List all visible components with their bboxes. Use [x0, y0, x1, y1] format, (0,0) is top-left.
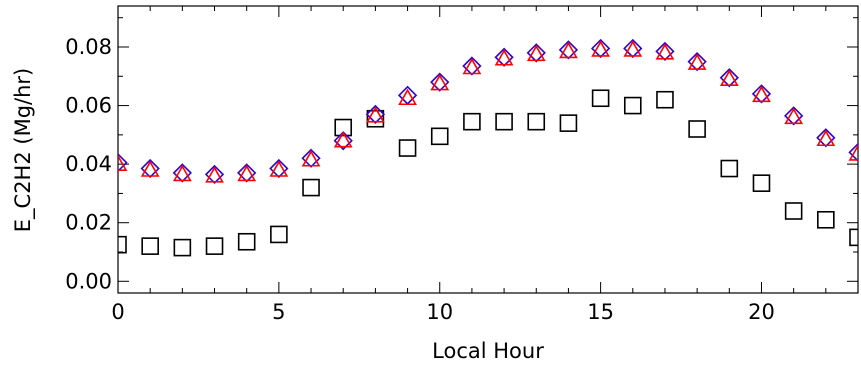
axis-ticks: [117, 6, 859, 293]
diamond-point: [462, 56, 482, 76]
square-point: [237, 232, 256, 251]
triangle-point: [655, 43, 675, 60]
square-point: [463, 112, 481, 131]
triangle-point: [301, 150, 321, 167]
square-point: [205, 237, 224, 255]
triangle-point: [719, 69, 739, 87]
triangle-point: [398, 88, 417, 106]
triangle-point: [269, 160, 289, 177]
y-axis-label: E_C2H2 (Mg/hr): [11, 68, 36, 232]
y-tick-label: 0.06: [65, 94, 112, 118]
y-tick-label: 0.02: [65, 211, 112, 235]
square-point: [173, 238, 192, 257]
diamond-point: [140, 158, 160, 179]
square-point: [527, 112, 546, 131]
triangle-point: [784, 107, 804, 125]
diamond-point: [494, 47, 514, 67]
triangle-point: [333, 131, 353, 148]
square-point: [720, 159, 739, 178]
x-tick-label: 10: [426, 300, 453, 324]
diamond-point: [751, 84, 772, 104]
diamond-point: [687, 52, 707, 72]
square-point: [334, 118, 353, 137]
diamond-point: [269, 158, 289, 179]
triangle-point: [237, 164, 257, 182]
triangle-point: [623, 40, 643, 57]
triangle-point: [430, 73, 450, 91]
triangle-point: [462, 57, 482, 75]
square-point: [656, 90, 674, 109]
series-diamond: [118, 38, 858, 185]
triangle-point: [591, 40, 610, 57]
diamond-point: [623, 38, 643, 59]
triangle-point: [816, 129, 836, 147]
triangle-point: [526, 44, 546, 62]
diamond-point: [526, 43, 546, 63]
diamond-point: [333, 131, 353, 151]
diamond-point: [118, 153, 128, 173]
diamond-point: [784, 106, 804, 126]
square-point: [118, 235, 127, 254]
triangle-point: [366, 106, 385, 123]
y-tick-label: 0.00: [65, 269, 112, 293]
square-point: [495, 112, 513, 131]
square-point: [270, 225, 288, 244]
triangle-point: [848, 144, 858, 161]
x-tick-label: 15: [587, 300, 614, 324]
y-tick-label: 0.08: [65, 35, 112, 59]
square-point: [688, 120, 706, 138]
triangle-point: [140, 160, 160, 177]
diamond-point: [590, 38, 611, 59]
square-point: [302, 178, 320, 197]
x-axis-label: Local Hour: [432, 339, 544, 363]
diamond-point: [204, 164, 225, 185]
triangle-point: [752, 85, 771, 103]
square-point: [752, 174, 771, 192]
diamond-point: [848, 142, 858, 163]
square-point: [366, 109, 385, 128]
diamond-point: [816, 128, 836, 148]
series-triangle: [118, 40, 858, 183]
data-marks: [118, 38, 858, 257]
x-tick-label: 20: [748, 300, 775, 324]
triangle-point: [687, 53, 707, 70]
square-point: [141, 237, 159, 255]
triangle-point: [205, 166, 224, 183]
square-point: [817, 210, 835, 229]
y-tick-label: 0.04: [65, 152, 112, 176]
series-square: [118, 89, 858, 257]
square-point: [623, 96, 642, 115]
plot-frame: [117, 5, 859, 294]
square-point: [591, 89, 610, 108]
x-tick-label: 0: [111, 300, 124, 324]
triangle-point: [118, 154, 128, 171]
diamond-point: [719, 68, 739, 88]
diamond-point: [365, 104, 386, 124]
square-point: [849, 228, 858, 247]
diamond-point: [430, 72, 450, 92]
square-point: [398, 139, 417, 157]
diamond-point: [237, 163, 257, 183]
tick-labels: 0 5 10 15 20 0.00 0.02 0.04 0.06 0.08: [65, 35, 775, 324]
triangle-point: [559, 41, 578, 59]
x-tick-label: 5: [272, 300, 285, 324]
diamond-point: [655, 41, 675, 62]
triangle-point: [494, 49, 514, 66]
square-point: [784, 202, 803, 220]
diamond-point: [301, 148, 321, 168]
square-point: [430, 127, 449, 146]
triangle-point: [172, 164, 192, 182]
square-point: [559, 114, 578, 132]
diamond-point: [558, 40, 579, 60]
diamond-point: [172, 163, 192, 183]
